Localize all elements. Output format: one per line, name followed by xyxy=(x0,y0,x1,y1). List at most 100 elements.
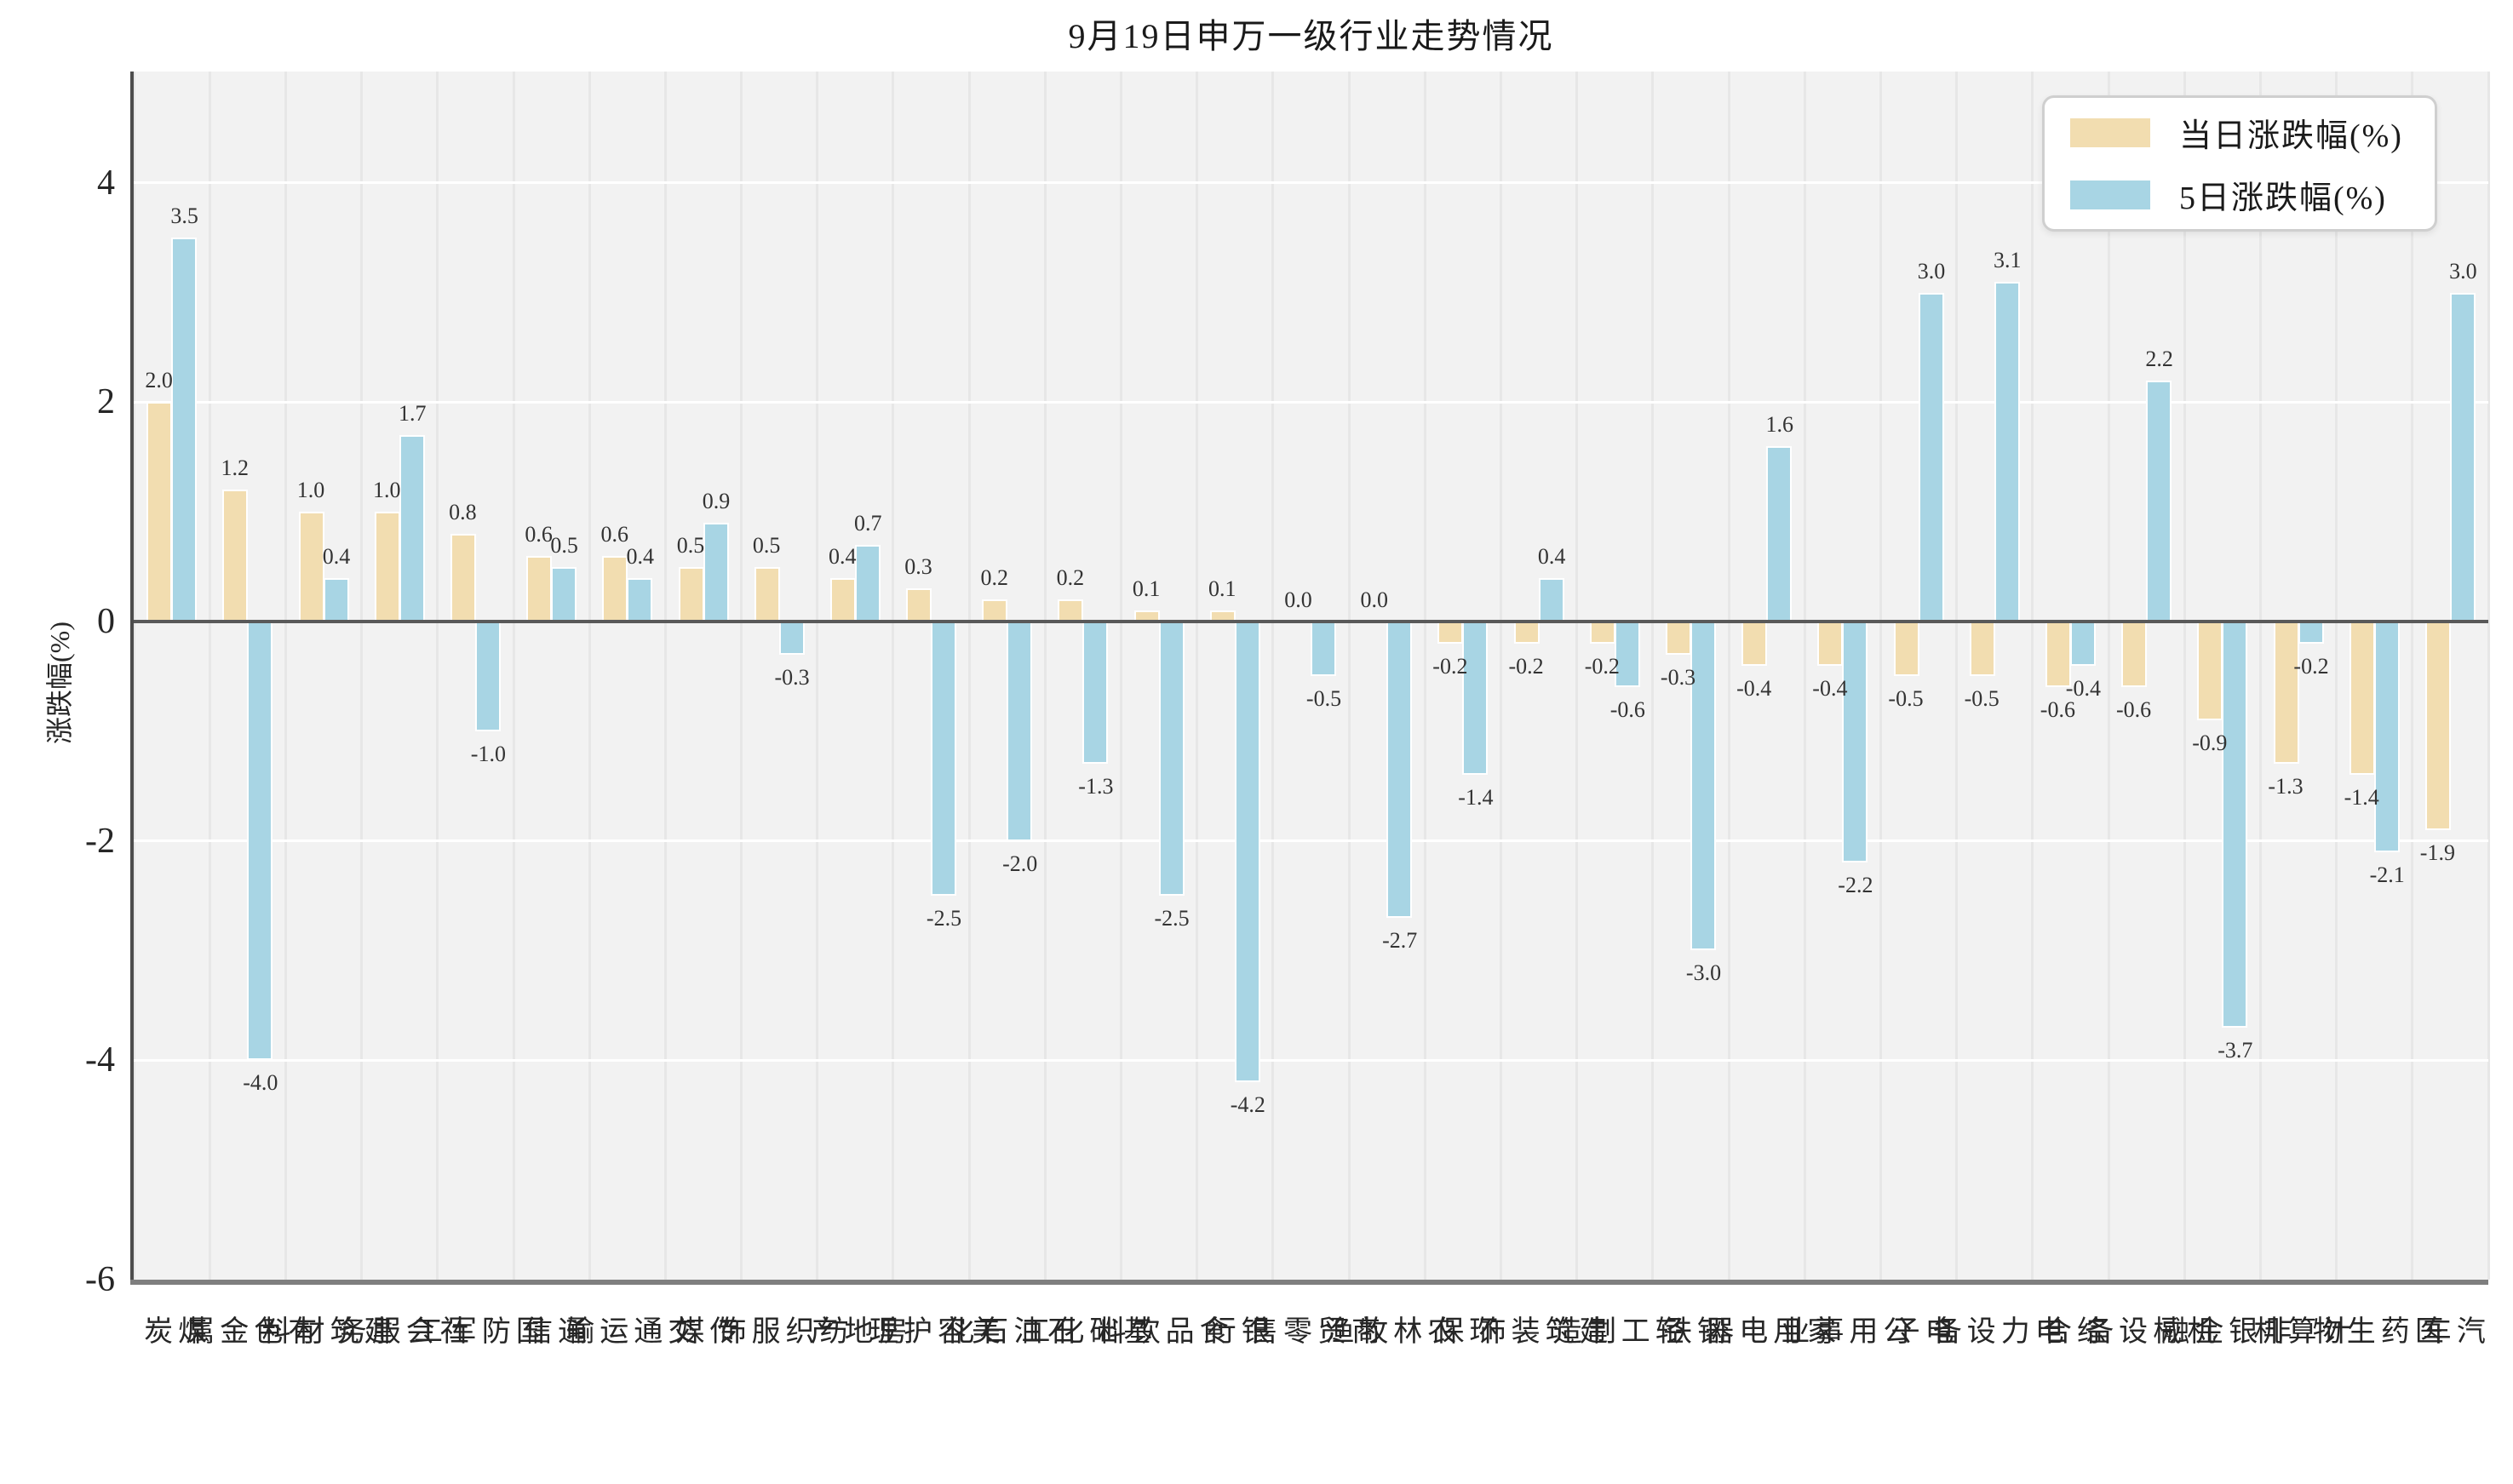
bar-value-label: 0.6 xyxy=(525,521,553,547)
x-category-label-27: 非银金融 xyxy=(2155,1315,2290,1349)
x-category-label-6: 交通运输 xyxy=(560,1315,695,1349)
y-axis-tick-label: 4 xyxy=(97,163,115,203)
vertical-gridline xyxy=(892,72,895,1280)
horizontal-gridline xyxy=(134,839,2488,843)
bar-5day-10 xyxy=(931,622,956,896)
x-category-label-30: 汽车 xyxy=(2418,1315,2484,1349)
bar-value-label: 0.1 xyxy=(1132,576,1161,602)
horizontal-gridline xyxy=(134,400,2488,404)
bar-value-label: -1.3 xyxy=(2268,774,2304,799)
vertical-gridline xyxy=(1043,72,1047,1280)
bar-value-label: -0.6 xyxy=(2040,697,2075,723)
bar-daily-24 xyxy=(1969,622,1995,677)
bar-daily-18 xyxy=(1513,622,1540,644)
bar-value-label: -3.0 xyxy=(1685,960,1722,986)
bar-value-label: -1.9 xyxy=(2419,839,2455,865)
bar-value-label: -0.6 xyxy=(1609,697,1645,723)
bar-daily-5 xyxy=(526,555,553,622)
y-axis-label: 涨跌幅(%) xyxy=(44,622,75,744)
bar-5day-0 xyxy=(171,238,198,622)
bar-daily-4 xyxy=(450,534,476,622)
bar-5day-7 xyxy=(703,523,729,622)
y-axis-tick-label: 0 xyxy=(97,602,115,641)
vertical-gridline xyxy=(1879,72,1882,1280)
bar-daily-9 xyxy=(829,577,856,622)
bar-value-label: 0.0 xyxy=(1284,587,1312,612)
bar-daily-19 xyxy=(1589,622,1615,644)
vertical-gridline xyxy=(1271,72,1275,1280)
bar-5day-14 xyxy=(1234,622,1260,1082)
x-category-label-1: 有色金属 xyxy=(181,1315,315,1349)
bar-5day-27 xyxy=(2222,622,2248,1028)
x-category-label-19: 轻工制造 xyxy=(1548,1315,1683,1349)
bar-value-label: 0.2 xyxy=(1056,565,1085,591)
bar-value-label: -1.4 xyxy=(2344,785,2379,811)
bar-5day-6 xyxy=(627,577,653,622)
vertical-gridline xyxy=(2107,72,2110,1280)
x-category-label-12: 基础化工 xyxy=(1016,1315,1150,1349)
bar-5day-9 xyxy=(854,544,881,622)
bar-5day-24 xyxy=(1994,281,2020,622)
bar-5day-23 xyxy=(1918,292,1944,622)
bar-value-label: 1.0 xyxy=(296,478,325,503)
vertical-gridline xyxy=(1575,72,1579,1280)
vertical-gridline xyxy=(2031,72,2034,1280)
y-axis-tick-label: -6 xyxy=(85,1259,115,1299)
horizontal-gridline xyxy=(134,1058,2488,1062)
bar-value-label: -0.5 xyxy=(1964,686,1999,712)
bar-value-label: 0.4 xyxy=(322,543,351,569)
bar-5day-1 xyxy=(247,622,273,1061)
vertical-gridline xyxy=(663,72,667,1280)
bar-value-label: 3.0 xyxy=(1917,258,1946,284)
bar-5day-5 xyxy=(551,566,577,622)
bar-daily-12 xyxy=(1058,599,1084,622)
bar-value-label: -4.0 xyxy=(243,1070,278,1096)
bar-5day-2 xyxy=(323,577,349,622)
bar-daily-10 xyxy=(906,588,932,622)
bar-5day-12 xyxy=(1082,622,1109,765)
bar-value-label: -2.0 xyxy=(1002,851,1038,876)
bar-value-label: 0.4 xyxy=(1537,543,1566,569)
bar-daily-0 xyxy=(146,402,173,622)
vertical-gridline xyxy=(967,72,971,1280)
bar-value-label: 0.1 xyxy=(1208,576,1236,602)
x-category-label-14: 银行 xyxy=(1202,1315,1269,1349)
bar-5day-13 xyxy=(1158,622,1185,896)
bar-value-label: -0.4 xyxy=(1736,675,1772,701)
bar-5day-3 xyxy=(399,435,425,622)
bar-value-label: -0.3 xyxy=(774,664,810,690)
bar-value-label: 3.0 xyxy=(2449,258,2477,284)
y-axis-spine xyxy=(130,72,134,1280)
bar-5day-20 xyxy=(1690,622,1716,951)
y-axis-tick-label: 2 xyxy=(97,382,115,422)
bar-5day-18 xyxy=(1538,577,1564,622)
x-category-label-26: 机械设备 xyxy=(2080,1315,2214,1349)
bar-5day-11 xyxy=(1007,622,1033,841)
x-category-label-5: 通信 xyxy=(519,1315,585,1349)
chart-title: 9月19日申万一级行业走势情况 xyxy=(1068,17,1554,55)
x-category-label-16: 农林牧渔 xyxy=(1320,1315,1454,1349)
bar-5day-19 xyxy=(1614,622,1640,688)
bar-daily-11 xyxy=(982,599,1008,622)
vertical-gridline xyxy=(816,72,819,1280)
x-category-label-11: 石油石化 xyxy=(940,1315,1075,1349)
vertical-gridline xyxy=(1120,72,1122,1280)
bar-value-label: 1.0 xyxy=(372,478,401,503)
vertical-gridline xyxy=(1727,72,1730,1280)
x-category-label-13: 食品饮料 xyxy=(1093,1315,1227,1349)
x-category-label-9: 房地产 xyxy=(806,1315,906,1349)
bar-5day-26 xyxy=(2146,380,2172,622)
bar-value-label: 0.4 xyxy=(829,543,857,569)
bar-value-label: 0.5 xyxy=(676,532,705,558)
bar-5day-21 xyxy=(1766,445,1793,622)
daily-series-label: 当日涨跌幅(%) xyxy=(2179,118,2403,154)
vertical-gridline xyxy=(588,72,591,1280)
vertical-gridline xyxy=(132,72,135,1280)
bar-value-label: -2.7 xyxy=(1382,927,1418,953)
x-category-label-8: 纺织服饰 xyxy=(713,1315,847,1349)
bar-daily-6 xyxy=(602,555,628,622)
horizontal-gridline xyxy=(134,181,2488,185)
bar-5day-16 xyxy=(1386,622,1413,918)
x-category-label-7: 传媒 xyxy=(671,1315,737,1349)
